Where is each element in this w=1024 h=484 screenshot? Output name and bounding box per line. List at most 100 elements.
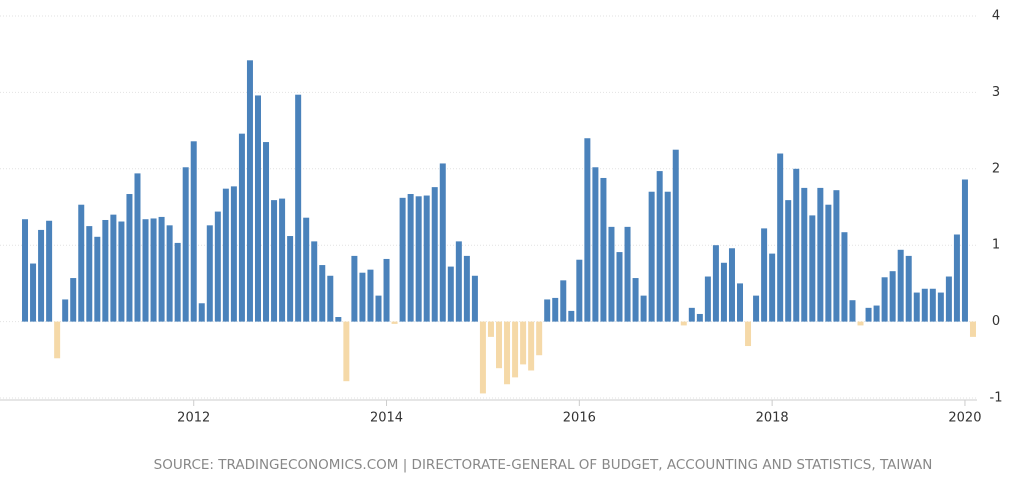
bar	[166, 225, 173, 322]
bar	[945, 276, 952, 322]
y-tick-label: 0	[992, 314, 1000, 329]
bar	[367, 269, 374, 322]
bar	[142, 219, 149, 322]
y-tick-label: -1	[990, 391, 1003, 406]
bar	[447, 266, 454, 322]
bar	[969, 321, 976, 337]
bar	[841, 232, 848, 322]
bar	[592, 167, 599, 322]
bar	[230, 186, 237, 322]
bar	[801, 187, 808, 322]
bar	[712, 245, 719, 322]
bar	[351, 255, 358, 322]
y-tick-label: 3	[992, 85, 1000, 100]
bar	[359, 272, 366, 322]
bar	[504, 321, 511, 385]
bar	[174, 242, 181, 322]
x-tick-label: 2014	[370, 411, 403, 426]
bar	[696, 313, 703, 322]
bar	[158, 216, 165, 322]
bar	[327, 275, 334, 322]
bar	[929, 288, 936, 322]
bar	[102, 219, 109, 322]
bar	[206, 225, 213, 322]
bar	[576, 259, 583, 322]
bar	[62, 299, 69, 322]
bar	[728, 248, 735, 322]
bar	[479, 321, 486, 394]
bar	[94, 236, 101, 322]
bar	[46, 220, 53, 322]
bar	[761, 228, 768, 322]
bar	[303, 217, 310, 322]
bar	[22, 219, 29, 322]
bar	[921, 288, 928, 322]
bar	[30, 263, 37, 322]
bar	[512, 321, 519, 378]
bar	[865, 307, 872, 322]
bar	[624, 226, 631, 322]
bar	[271, 200, 278, 322]
bar	[536, 321, 543, 356]
bar	[608, 226, 615, 322]
bar	[745, 321, 752, 347]
bar	[528, 321, 535, 371]
bar	[118, 221, 125, 322]
bar	[471, 275, 478, 322]
bar	[616, 252, 623, 322]
bar	[214, 211, 221, 322]
bar	[688, 307, 695, 322]
bar	[656, 171, 663, 322]
bar	[487, 321, 494, 337]
bar	[423, 195, 430, 322]
bar	[664, 191, 671, 322]
bar	[319, 265, 326, 322]
bar	[793, 168, 800, 322]
bar	[680, 321, 687, 326]
bar	[672, 149, 679, 322]
bar	[383, 258, 390, 322]
bar	[399, 197, 406, 322]
bar	[568, 310, 575, 322]
bar	[134, 173, 141, 322]
x-tick-label: 2012	[177, 411, 210, 426]
bar	[407, 194, 414, 322]
bar	[632, 278, 639, 322]
bar	[905, 255, 912, 322]
bar	[110, 214, 117, 322]
bar	[584, 138, 591, 322]
bar	[279, 198, 286, 322]
bar	[415, 196, 422, 322]
bar	[640, 295, 647, 322]
bar	[953, 234, 960, 322]
bar	[246, 60, 253, 322]
x-tick-label: 2018	[756, 411, 789, 426]
y-tick-label: 4	[992, 9, 1000, 24]
bar	[560, 280, 567, 322]
bar	[254, 95, 261, 322]
bar	[777, 153, 784, 322]
bar	[889, 271, 896, 322]
x-tick-label: 2016	[563, 411, 596, 426]
bar	[431, 187, 438, 322]
bar	[873, 305, 880, 322]
bar	[439, 163, 446, 322]
bar	[263, 142, 270, 322]
bar	[238, 133, 245, 322]
bar	[961, 179, 968, 322]
bar	[335, 317, 342, 322]
bar	[287, 236, 294, 322]
bar	[544, 299, 551, 322]
bar	[833, 190, 840, 322]
bar	[70, 278, 77, 322]
y-tick-label: 1	[992, 238, 1000, 253]
bar	[753, 295, 760, 322]
bar	[769, 253, 776, 322]
bar	[809, 215, 816, 322]
bar	[648, 191, 655, 322]
bar	[881, 277, 888, 322]
bar	[737, 283, 744, 322]
bar	[86, 226, 93, 322]
bar	[785, 200, 792, 322]
